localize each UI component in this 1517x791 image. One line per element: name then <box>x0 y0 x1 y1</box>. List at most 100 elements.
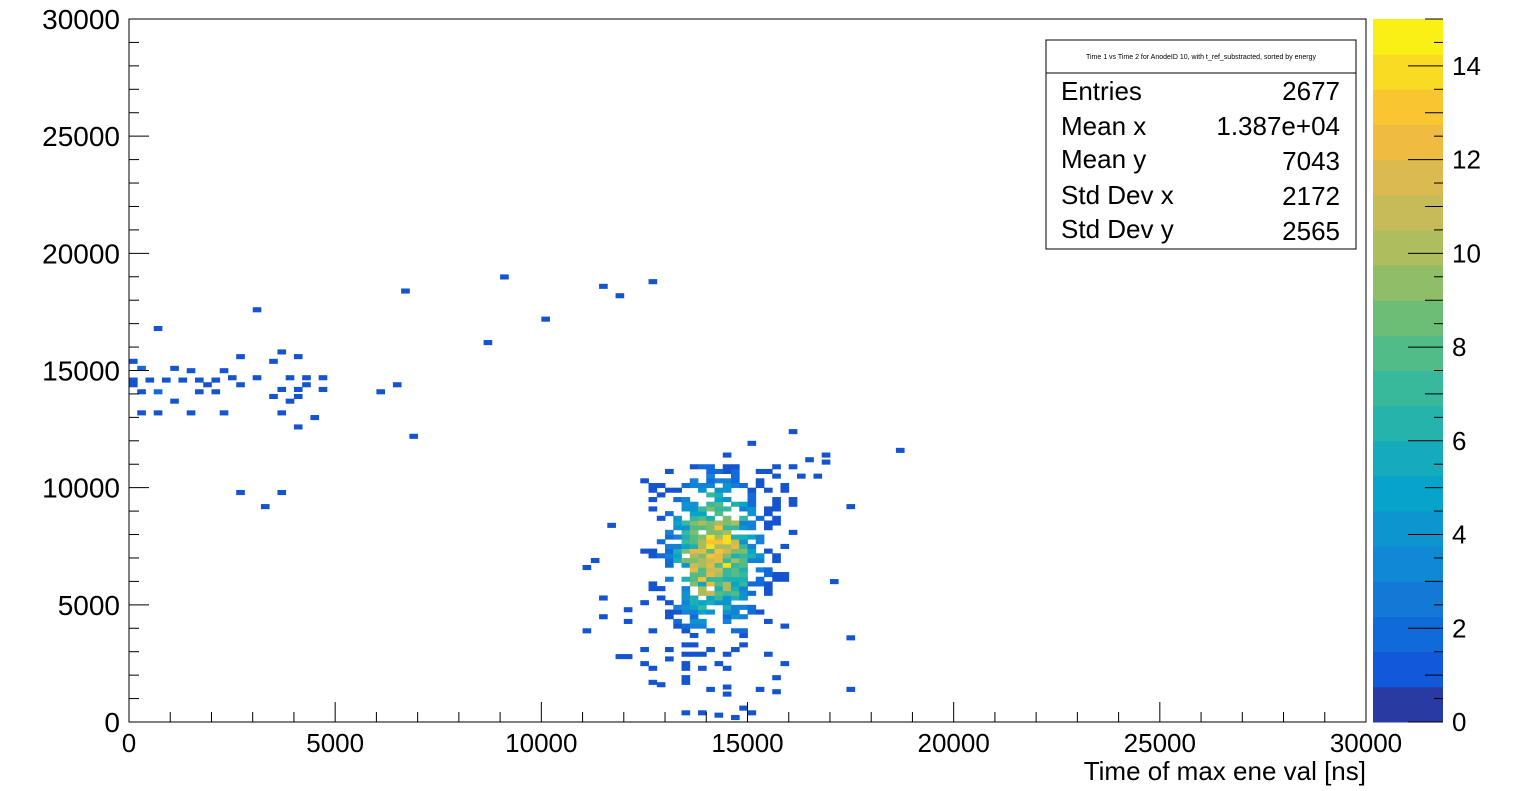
heatmap-bin <box>689 614 699 620</box>
heatmap-bin <box>747 511 757 517</box>
heatmap-bin <box>706 548 715 554</box>
heatmap-bin <box>211 389 221 395</box>
stats-value-std-x: 2172 <box>1282 181 1340 211</box>
heatmap-bin <box>747 492 757 498</box>
palette-swatch <box>1373 124 1443 161</box>
heatmap-bin <box>665 468 674 475</box>
heatmap-bin <box>689 557 699 564</box>
color-palette <box>1373 19 1443 723</box>
heatmap-bin <box>722 595 732 601</box>
heatmap-bin <box>722 581 732 587</box>
stats-value-mean-y: 7043 <box>1282 146 1340 176</box>
heatmap-bin <box>129 382 138 388</box>
heatmap-bin <box>582 628 592 634</box>
heatmap-bin <box>780 661 790 667</box>
heatmap-bin <box>689 464 699 470</box>
palette-swatch <box>1373 265 1443 301</box>
heatmap-bin <box>731 628 740 634</box>
heatmap-bin <box>731 567 740 573</box>
heatmap-bin <box>739 628 748 634</box>
heatmap-bin <box>739 520 748 526</box>
heatmap-bin <box>714 595 724 601</box>
palette-swatch <box>1373 405 1443 442</box>
palette-swatch <box>1373 651 1443 688</box>
heatmap-bin <box>714 511 724 517</box>
heatmap-bin <box>137 410 146 416</box>
heatmap-bin <box>681 665 691 671</box>
heatmap-bin <box>170 365 179 371</box>
heatmap-bin <box>731 557 740 564</box>
heatmap-bin <box>698 525 707 531</box>
heatmap-bin <box>739 482 748 489</box>
palette-swatch <box>1373 19 1443 55</box>
heatmap-bin <box>714 478 724 484</box>
heatmap-bin <box>706 543 715 549</box>
heatmap-bin <box>219 410 229 416</box>
heatmap-bin <box>706 515 715 521</box>
x-axis-title: Time of max ene val [ns] <box>1084 756 1366 786</box>
heatmap-bin <box>129 358 138 364</box>
heatmap-bin <box>186 410 196 416</box>
heatmap-bin <box>293 393 303 400</box>
heatmap-bin <box>706 590 715 596</box>
heatmap-bin <box>153 389 163 395</box>
heatmap-bin <box>698 562 707 568</box>
heatmap-bin <box>186 368 196 374</box>
heatmap-bin <box>763 618 773 624</box>
heatmap-bin <box>698 600 707 606</box>
palette-tick-label: 0 <box>1452 707 1466 737</box>
heatmap-bin <box>739 567 748 573</box>
heatmap-bin <box>731 539 740 545</box>
heatmap-bin <box>755 553 765 559</box>
heatmap-bin <box>665 600 674 606</box>
heatmap-bin <box>590 557 600 564</box>
heatmap-bin <box>731 572 740 578</box>
heatmap-bin <box>648 548 658 554</box>
heatmap-bin <box>714 572 724 578</box>
heatmap-bin <box>722 515 732 521</box>
heatmap-bin <box>673 618 682 624</box>
heatmap-bin <box>780 576 790 582</box>
heatmap-bin <box>137 365 146 371</box>
heatmap-bin <box>277 410 287 416</box>
heatmap-bin <box>681 679 691 685</box>
heatmap-bin <box>689 618 699 624</box>
heatmap-bin <box>698 710 707 716</box>
heatmap-bin <box>747 557 757 564</box>
stats-label-entries: Entries <box>1061 76 1142 106</box>
heatmap-bin <box>739 604 748 610</box>
heatmap-bin <box>731 614 740 620</box>
heatmap-bin <box>665 647 674 653</box>
heatmap-bin <box>236 382 245 388</box>
heatmap-bin <box>689 506 699 512</box>
y-tick-label: 5000 <box>58 590 120 621</box>
heatmap-bin <box>260 504 270 510</box>
heatmap-bin <box>722 452 732 458</box>
stats-box-frame <box>1045 39 1357 250</box>
heatmap-bin <box>714 492 724 498</box>
heatmap-bin <box>714 497 724 503</box>
heatmap-bin <box>714 553 724 559</box>
heatmap-bin <box>673 548 682 554</box>
heatmap-bin <box>722 604 732 610</box>
heatmap-bin <box>755 581 765 587</box>
y-tick-label: 10000 <box>42 473 120 504</box>
heatmap-bin <box>846 635 856 641</box>
heatmap-bin <box>714 557 724 564</box>
heatmap-bin <box>681 651 691 657</box>
heatmap-bin <box>780 543 790 549</box>
heatmap-bin <box>302 375 311 381</box>
heatmap-bin <box>846 504 856 510</box>
heatmap-bin <box>137 389 146 395</box>
heatmap-bin <box>739 525 748 531</box>
x-tick-label: 15000 <box>711 728 783 758</box>
heatmap-bin <box>731 714 740 721</box>
heatmap-bin <box>739 576 748 582</box>
heatmap-bin <box>772 506 781 512</box>
heatmap-bin <box>665 609 674 615</box>
heatmap-bin <box>722 529 732 535</box>
heatmap-bin <box>665 543 674 549</box>
heatmap-bin <box>689 576 699 582</box>
heatmap-bin <box>665 614 674 620</box>
heatmap-bin <box>739 632 748 639</box>
